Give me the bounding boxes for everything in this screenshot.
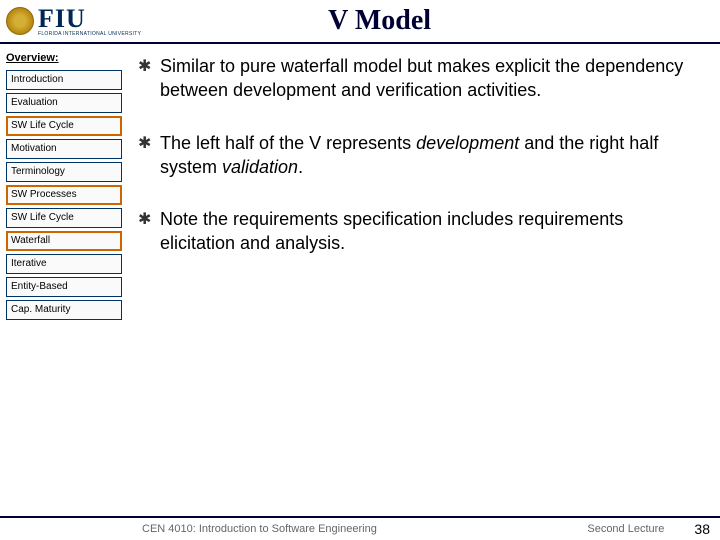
sidebar-item[interactable]: SW Life Cycle [6,208,122,228]
sidebar-nav: Introduction Evaluation SW Life Cycle Motiv… [6,70,122,320]
sidebar-item[interactable]: SW Processes [6,185,122,205]
bullet-text: The left half of the V represents develo… [160,131,700,180]
bullet-item: ✱Similar to pure waterfall model but mak… [138,54,700,103]
footer-course: CEN 4010: Introduction to Software Engin… [142,523,587,535]
content-area: ✱Similar to pure waterfall model but mak… [128,44,720,516]
body: Overview: Introduction Evaluation SW Life … [0,44,720,516]
header-bar: FIU FLORIDA INTERNATIONAL UNIVERSITY V M… [0,0,720,44]
bullet-icon: ✱ [138,131,160,155]
footer-lecture: Second Lecture [587,523,664,535]
bullet-item: ✱The left half of the V represents devel… [138,131,700,180]
sidebar-item[interactable]: Evaluation [6,93,122,113]
bullet-item: ✱Note the requirements specification inc… [138,207,700,256]
footer-bar: CEN 4010: Introduction to Software Engin… [0,516,720,540]
page-title: V Model [145,5,714,37]
sidebar-item[interactable]: Motivation [6,139,122,159]
logo-text: FIU FLORIDA INTERNATIONAL UNIVERSITY [38,6,141,37]
university-seal-icon [6,7,34,35]
sidebar-item[interactable]: Introduction [6,70,122,90]
bullet-icon: ✱ [138,207,160,231]
sidebar-item[interactable]: Cap. Maturity [6,300,122,320]
sidebar: Overview: Introduction Evaluation SW Life … [0,44,128,516]
bullet-text: Note the requirements specification incl… [160,207,700,256]
sidebar-item[interactable]: SW Life Cycle [6,116,122,136]
sidebar-heading: Overview: [6,52,122,64]
footer-page-number: 38 [694,521,710,537]
logo: FIU FLORIDA INTERNATIONAL UNIVERSITY [2,1,145,41]
sidebar-item[interactable]: Waterfall [6,231,122,251]
sidebar-item[interactable]: Entity-Based [6,277,122,297]
bullet-text: Similar to pure waterfall model but make… [160,54,700,103]
bullet-icon: ✱ [138,54,160,78]
logo-subtitle: FLORIDA INTERNATIONAL UNIVERSITY [38,32,141,37]
sidebar-item[interactable]: Iterative [6,254,122,274]
logo-acronym: FIU [38,6,141,32]
sidebar-item[interactable]: Terminology [6,162,122,182]
